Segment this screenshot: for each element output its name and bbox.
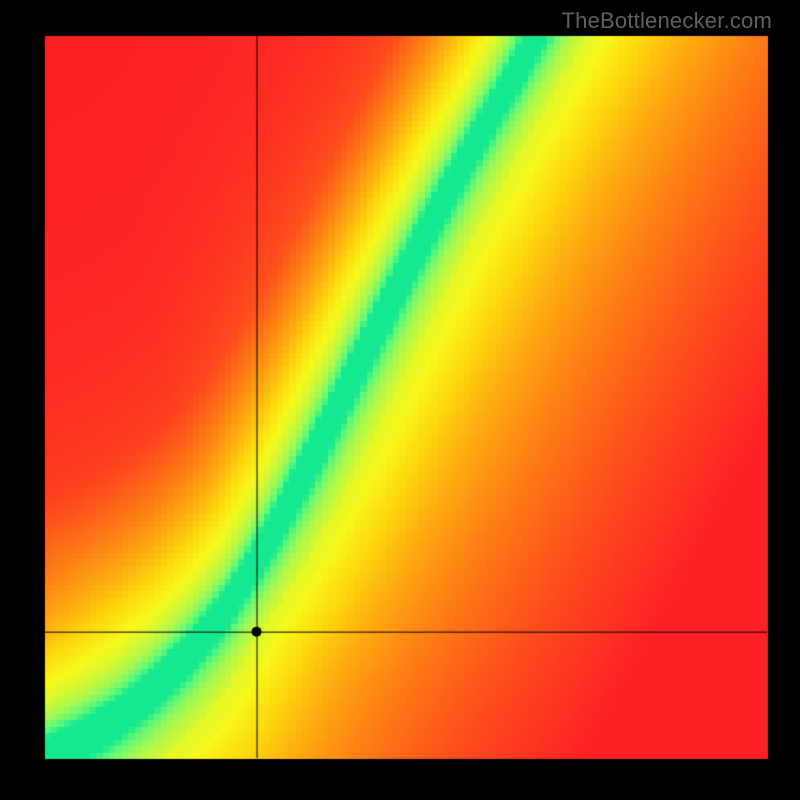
bottleneck-heatmap xyxy=(0,0,800,800)
watermark: TheBottlenecker.com xyxy=(562,8,772,34)
